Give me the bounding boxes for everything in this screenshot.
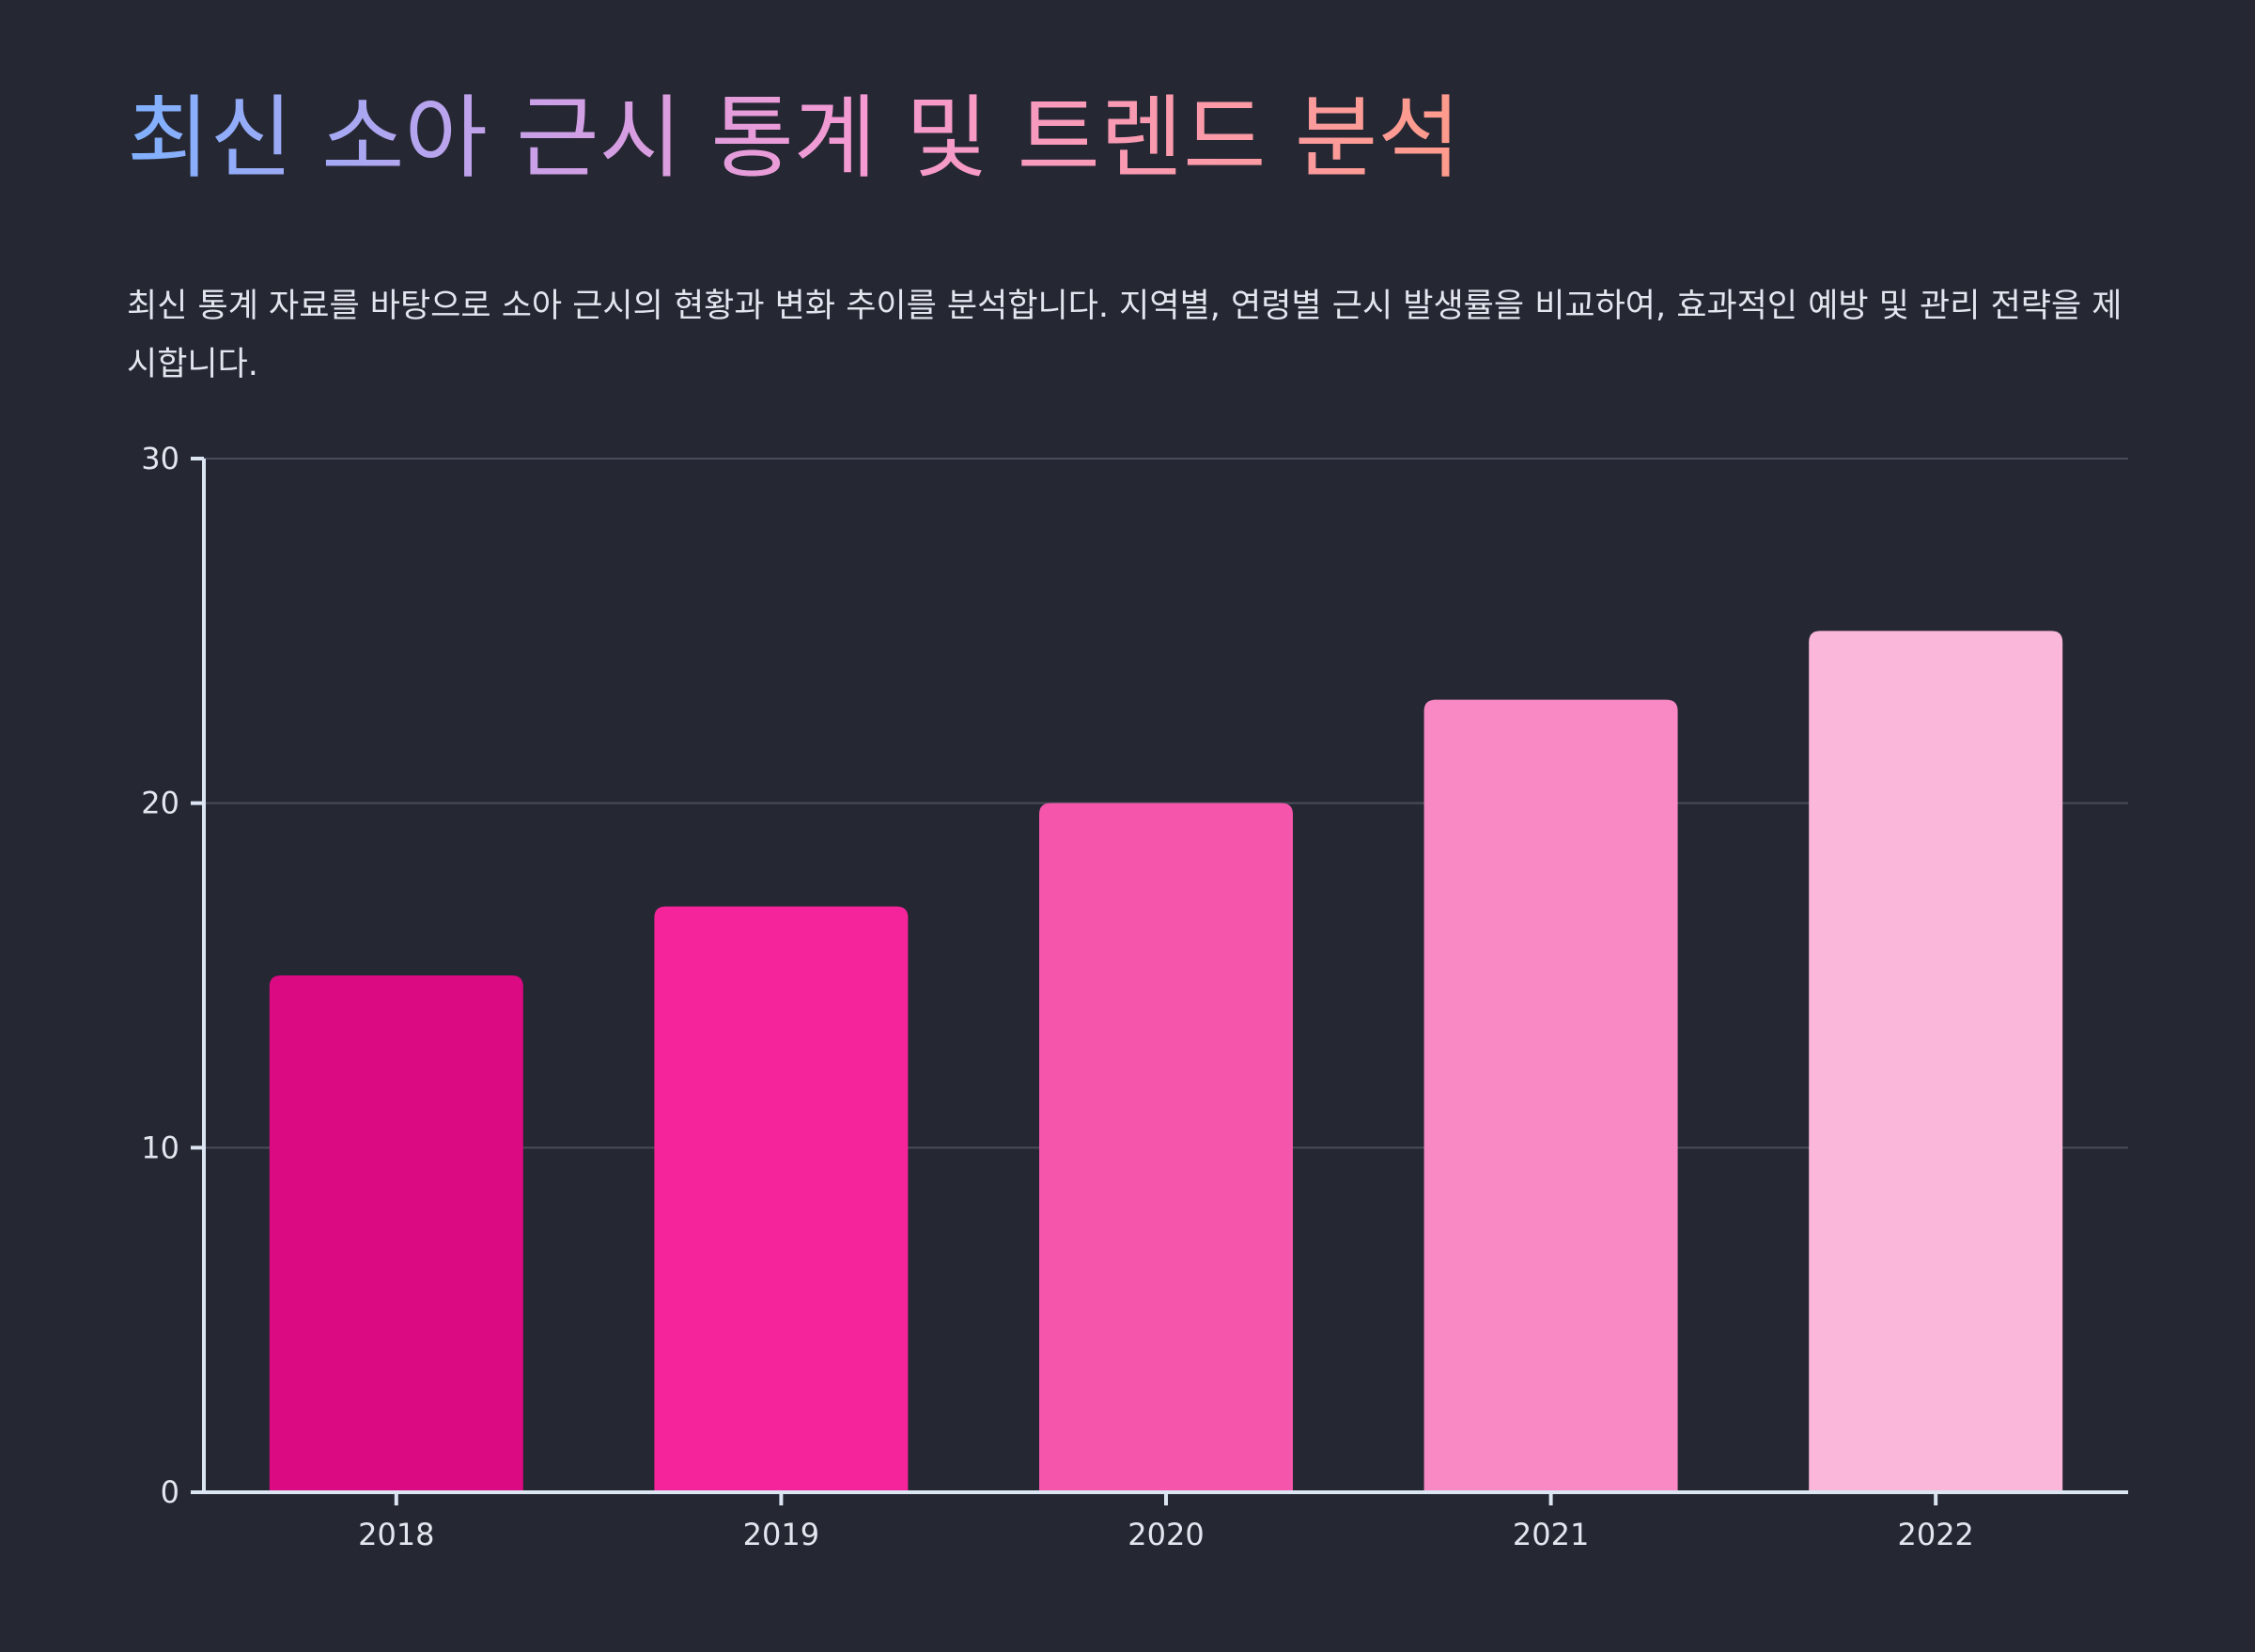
y-tick-label: 30 [141,441,179,476]
bar-2022 [1809,631,2063,1492]
bar-2021 [1423,699,1678,1492]
bar-2018 [269,975,523,1492]
x-tick-label: 2019 [743,1517,819,1552]
axes [191,457,2128,1505]
bars [269,631,2063,1492]
x-tick-label: 2020 [1128,1517,1204,1552]
page-title: 최신 소아 근시 통계 및 트렌드 분석 [127,86,1461,191]
x-tick-label: 2018 [358,1517,434,1552]
x-tick-labels: 2018 2019 2020 2021 2022 [358,1517,1974,1552]
y-tick-labels: 0 10 20 30 [141,441,179,1510]
y-tick-label: 20 [141,786,179,821]
y-tick-label: 0 [161,1474,179,1510]
bar-2020 [1039,803,1293,1492]
x-tick-label: 2021 [1513,1517,1589,1552]
y-tick-label: 10 [141,1130,179,1165]
bar-2019 [654,906,909,1492]
x-tick-label: 2022 [1897,1517,1973,1552]
page-subtitle: 최신 통계 자료를 바탕으로 소아 근시의 현황과 변화 추이를 분석합니다. … [127,288,2123,383]
